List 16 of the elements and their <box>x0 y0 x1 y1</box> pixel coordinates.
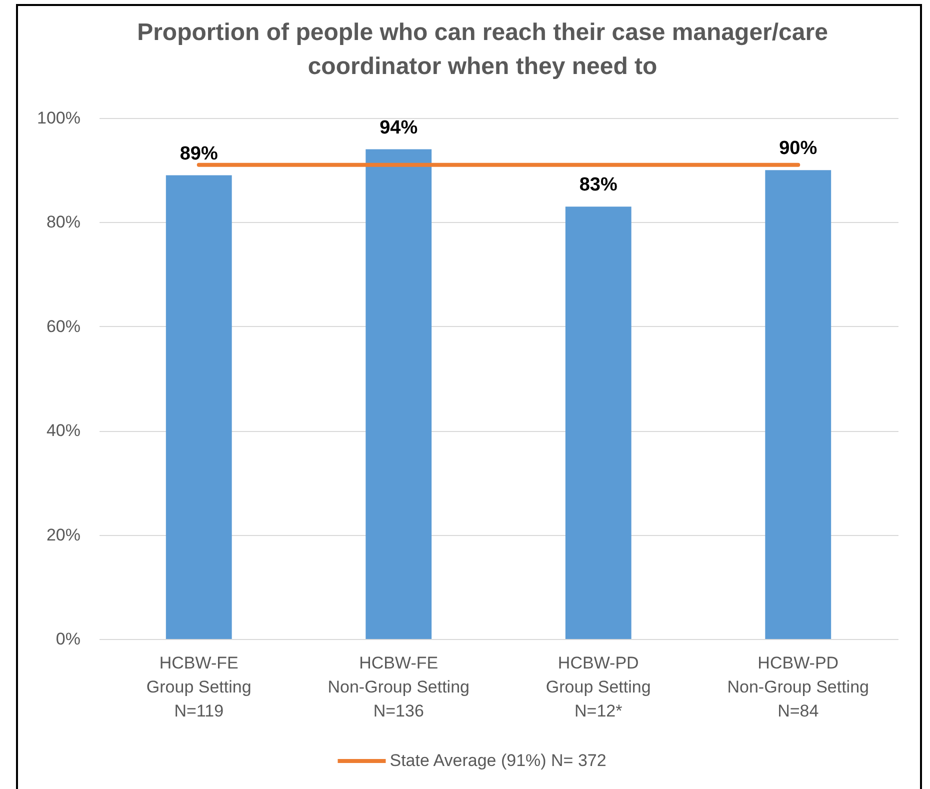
y-tick-label: 80% <box>46 212 80 232</box>
y-tick-label: 0% <box>56 630 80 648</box>
data-label: 83% <box>579 174 618 196</box>
y-tick-label: 100% <box>37 108 80 128</box>
y-tick-label: 40% <box>46 421 80 440</box>
x-tick-label: HCBW-FE Non-Group Setting N=136 <box>328 654 470 720</box>
data-label: 89% <box>180 143 218 164</box>
legend-label: State Average (91%) N= 372 <box>390 751 606 770</box>
data-label: 90% <box>779 138 818 160</box>
y-tick-label: 60% <box>46 316 80 336</box>
chart-title: Proportion of people who can reach their case manager/care coordinator when they need to <box>137 19 828 80</box>
data-label: 94% <box>380 117 418 138</box>
y-tick-label: 20% <box>46 525 80 544</box>
x-tick-label: HCBW-PD Group Setting N=12* <box>546 654 651 720</box>
x-tick-label: HCBW-FE Group Setting N=119 <box>146 654 252 720</box>
x-tick-label: HCBW-PD Non-Group Setting N=84 <box>727 654 869 720</box>
